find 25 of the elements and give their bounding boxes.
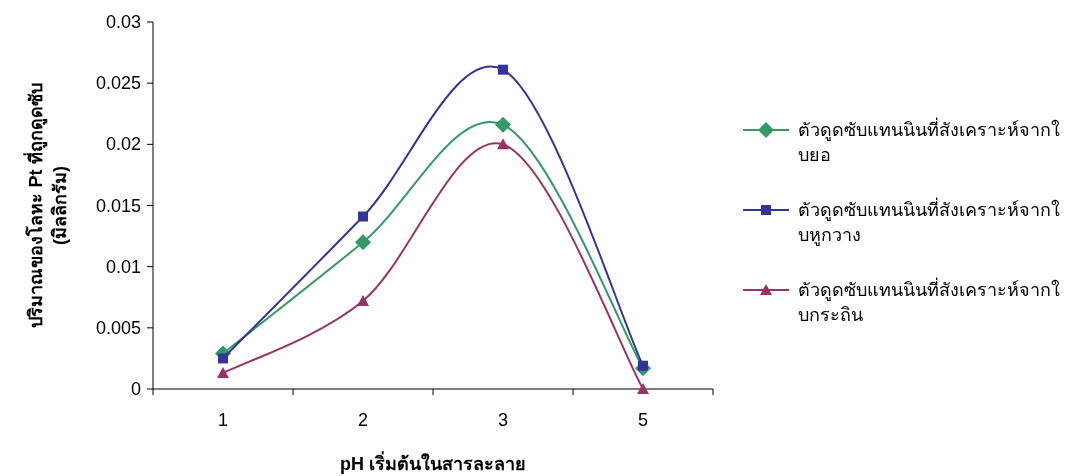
y-tick-label: 0.025 xyxy=(95,73,141,94)
point xyxy=(357,294,369,306)
legend-label: ตัวดูดซับแทนนินที่สังเคราะห์จากใบหูกวาง xyxy=(798,197,1060,246)
legend-label: ตัวดูดซับแทนนินที่สังเคราะห์จากใบกระถิน xyxy=(798,277,1060,325)
x-tick-label: 1 xyxy=(217,410,229,430)
x-axis-title: pH เริ่มต้นในสารละลาย xyxy=(340,451,526,474)
point xyxy=(495,116,511,133)
y-tick-label: 0.01 xyxy=(105,256,141,277)
point xyxy=(637,383,649,394)
y-tick-label: 0.02 xyxy=(105,134,141,155)
y-tick-label: 0 xyxy=(130,379,141,399)
point xyxy=(218,353,228,364)
y-axis-title: ปริมาณของโลหะ Pt ที่ถูกดูดซับ (มิลลิกรัม) xyxy=(23,83,70,328)
point xyxy=(497,138,509,150)
point xyxy=(498,64,508,75)
legend-label: ตัวดูดซับแทนนินที่สังเคราะห์จากใบยอ xyxy=(798,117,1060,165)
x-tick-label: 2 xyxy=(357,410,369,430)
point xyxy=(358,211,368,222)
x-tick-label: 5 xyxy=(637,410,649,430)
y-tick-label: 0.03 xyxy=(105,12,141,32)
point xyxy=(355,234,371,251)
point xyxy=(217,367,229,379)
y-tick-label: 0.015 xyxy=(95,195,141,216)
x-tick-label: 3 xyxy=(497,410,509,430)
y-tick-label: 0.005 xyxy=(95,317,141,338)
